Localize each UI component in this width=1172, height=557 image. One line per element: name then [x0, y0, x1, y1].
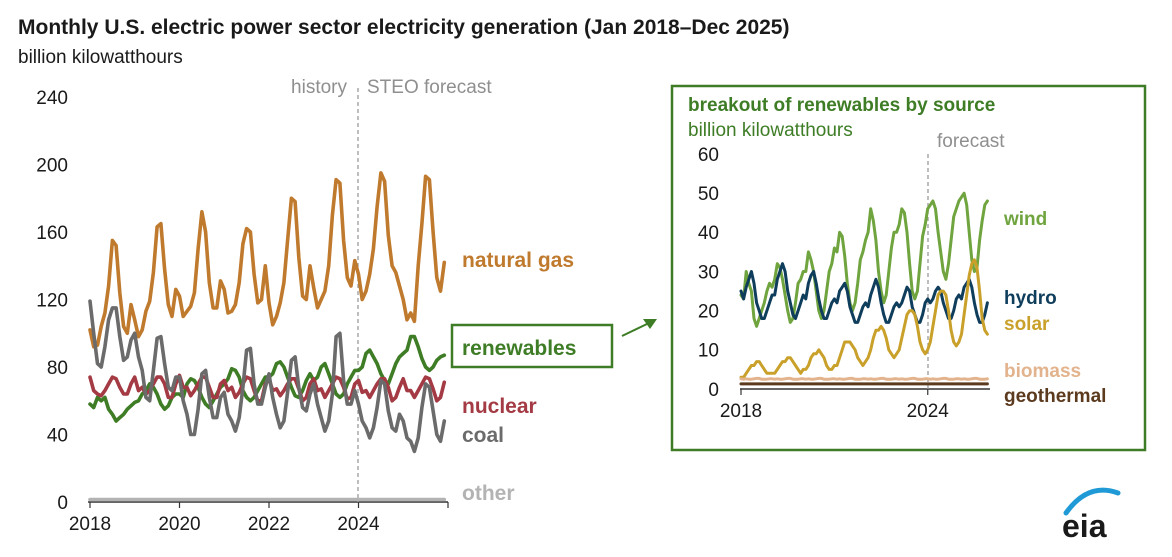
inset-x-ticks: 2018 2024 [720, 389, 949, 422]
inset-y-unit: billion kilowatthours [688, 120, 853, 141]
x-tick-label: 2024 [907, 401, 950, 422]
inset-y-ticks: 0 10 20 30 40 50 60 [698, 145, 719, 401]
y-tick-label: 120 [36, 290, 68, 311]
series-line-coal [88, 299, 447, 454]
y-tick-label: 0 [57, 493, 68, 514]
label-natural-gas: natural gas [462, 249, 574, 272]
series-line-wind [739, 191, 989, 328]
label-nuclear: nuclear [462, 395, 537, 418]
series-line-biomass [739, 376, 989, 381]
label-solar: solar [1004, 314, 1050, 335]
x-tick-label: 2018 [720, 401, 762, 422]
main-y-ticks: 0 40 80 120 160 200 240 [36, 88, 68, 514]
main-series [88, 171, 447, 502]
y-tick-label: 60 [698, 145, 719, 166]
y-tick-label: 30 [698, 262, 719, 283]
x-tick-label: 2022 [248, 514, 290, 535]
label-wind: wind [1003, 209, 1047, 230]
chart-title: Monthly U.S. electric power sector elect… [18, 16, 789, 39]
y-tick-label: 40 [698, 223, 719, 244]
x-tick-label: 2018 [69, 514, 111, 535]
forecast-label: STEO forecast [367, 77, 492, 98]
inset-series [739, 191, 989, 386]
eia-logo-arc [1063, 487, 1121, 516]
y-tick-label: 20 [698, 302, 719, 323]
y-tick-label: 240 [36, 88, 68, 109]
label-other: other [462, 482, 515, 505]
series-line-solar [739, 258, 989, 379]
inset-pointer-arrow [621, 322, 650, 337]
series-line-natural-gas [88, 171, 447, 349]
eia-logo: eia [1062, 487, 1121, 544]
main-x-ticks: 2018 2020 2022 2024 [69, 502, 449, 535]
y-tick-label: 0 [708, 380, 719, 401]
label-biomass: biomass [1004, 361, 1081, 382]
inset-pointer-arrowhead [643, 319, 657, 329]
x-tick-label: 2020 [158, 514, 200, 535]
y-tick-label: 40 [47, 425, 68, 446]
main-y-unit: billion kilowatthours [18, 47, 183, 68]
inset-forecast-label: forecast [937, 131, 1005, 152]
y-tick-label: 50 [698, 184, 719, 205]
x-tick-label: 2024 [337, 514, 380, 535]
renewables-label-box [450, 323, 614, 369]
inset-title: breakout of renewables by source [688, 95, 995, 116]
label-geothermal: geothermal [1004, 386, 1106, 407]
history-label: history [291, 77, 347, 98]
y-tick-label: 80 [47, 358, 68, 379]
series-line-hydro [739, 262, 989, 324]
label-hydro: hydro [1004, 288, 1057, 309]
y-tick-label: 10 [698, 341, 719, 362]
label-coal: coal [462, 424, 504, 447]
eia-logo-text: eia [1062, 508, 1107, 544]
y-tick-label: 200 [36, 155, 68, 176]
y-tick-label: 160 [36, 223, 68, 244]
label-renewables: renewables [462, 337, 576, 360]
